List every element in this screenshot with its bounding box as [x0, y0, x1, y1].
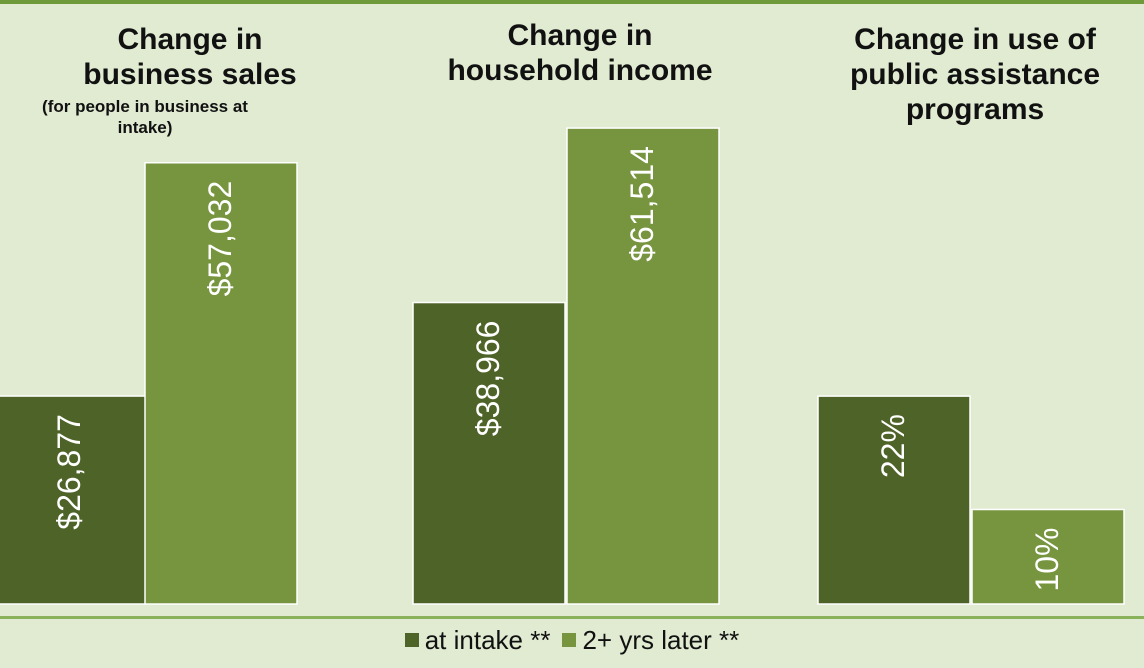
bar-business-sales-at-intake	[0, 395, 147, 605]
bar-household-income-at-intake	[412, 301, 566, 605]
legend-swatch-at-intake	[404, 633, 419, 647]
chart-title-business-sales: Change in business sales	[83, 23, 297, 91]
bar-business-sales-later	[144, 161, 298, 605]
bar-household-income-later	[566, 127, 720, 605]
bar-label-household-income-at-intake: $38,966	[470, 321, 506, 437]
bar-public-assistance-at-intake	[817, 395, 971, 605]
bar-label-household-income-later: $61,514	[624, 146, 660, 262]
bar-label-public-assistance-at-intake: 22%	[875, 414, 911, 478]
chart-title-public-assistance: Change in use of public assistance progr…	[849, 23, 1101, 126]
legend-swatch-later	[562, 633, 577, 647]
bar-label-business-sales-at-intake: $26,877	[51, 414, 87, 530]
chart-subtitle-business-sales: (for people in business at intake)	[42, 97, 248, 137]
legend: at intake ** 2+ yrs later **	[0, 620, 1144, 660]
top-rule	[0, 0, 1144, 4]
legend-item-at-intake: at intake **	[404, 624, 551, 656]
bar-public-assistance-later	[971, 508, 1125, 605]
chart-title-household-income: Change in household income	[447, 19, 713, 87]
x-axis-line	[0, 616, 1144, 619]
legend-label-at-intake: at intake **	[424, 624, 551, 655]
legend-item-later: 2+ yrs later **	[562, 625, 739, 656]
legend-label-later: 2+ yrs later **	[582, 624, 740, 655]
bar-label-business-sales-later: $57,032	[202, 181, 238, 297]
bar-label-public-assistance-later: 10%	[1029, 528, 1065, 592]
